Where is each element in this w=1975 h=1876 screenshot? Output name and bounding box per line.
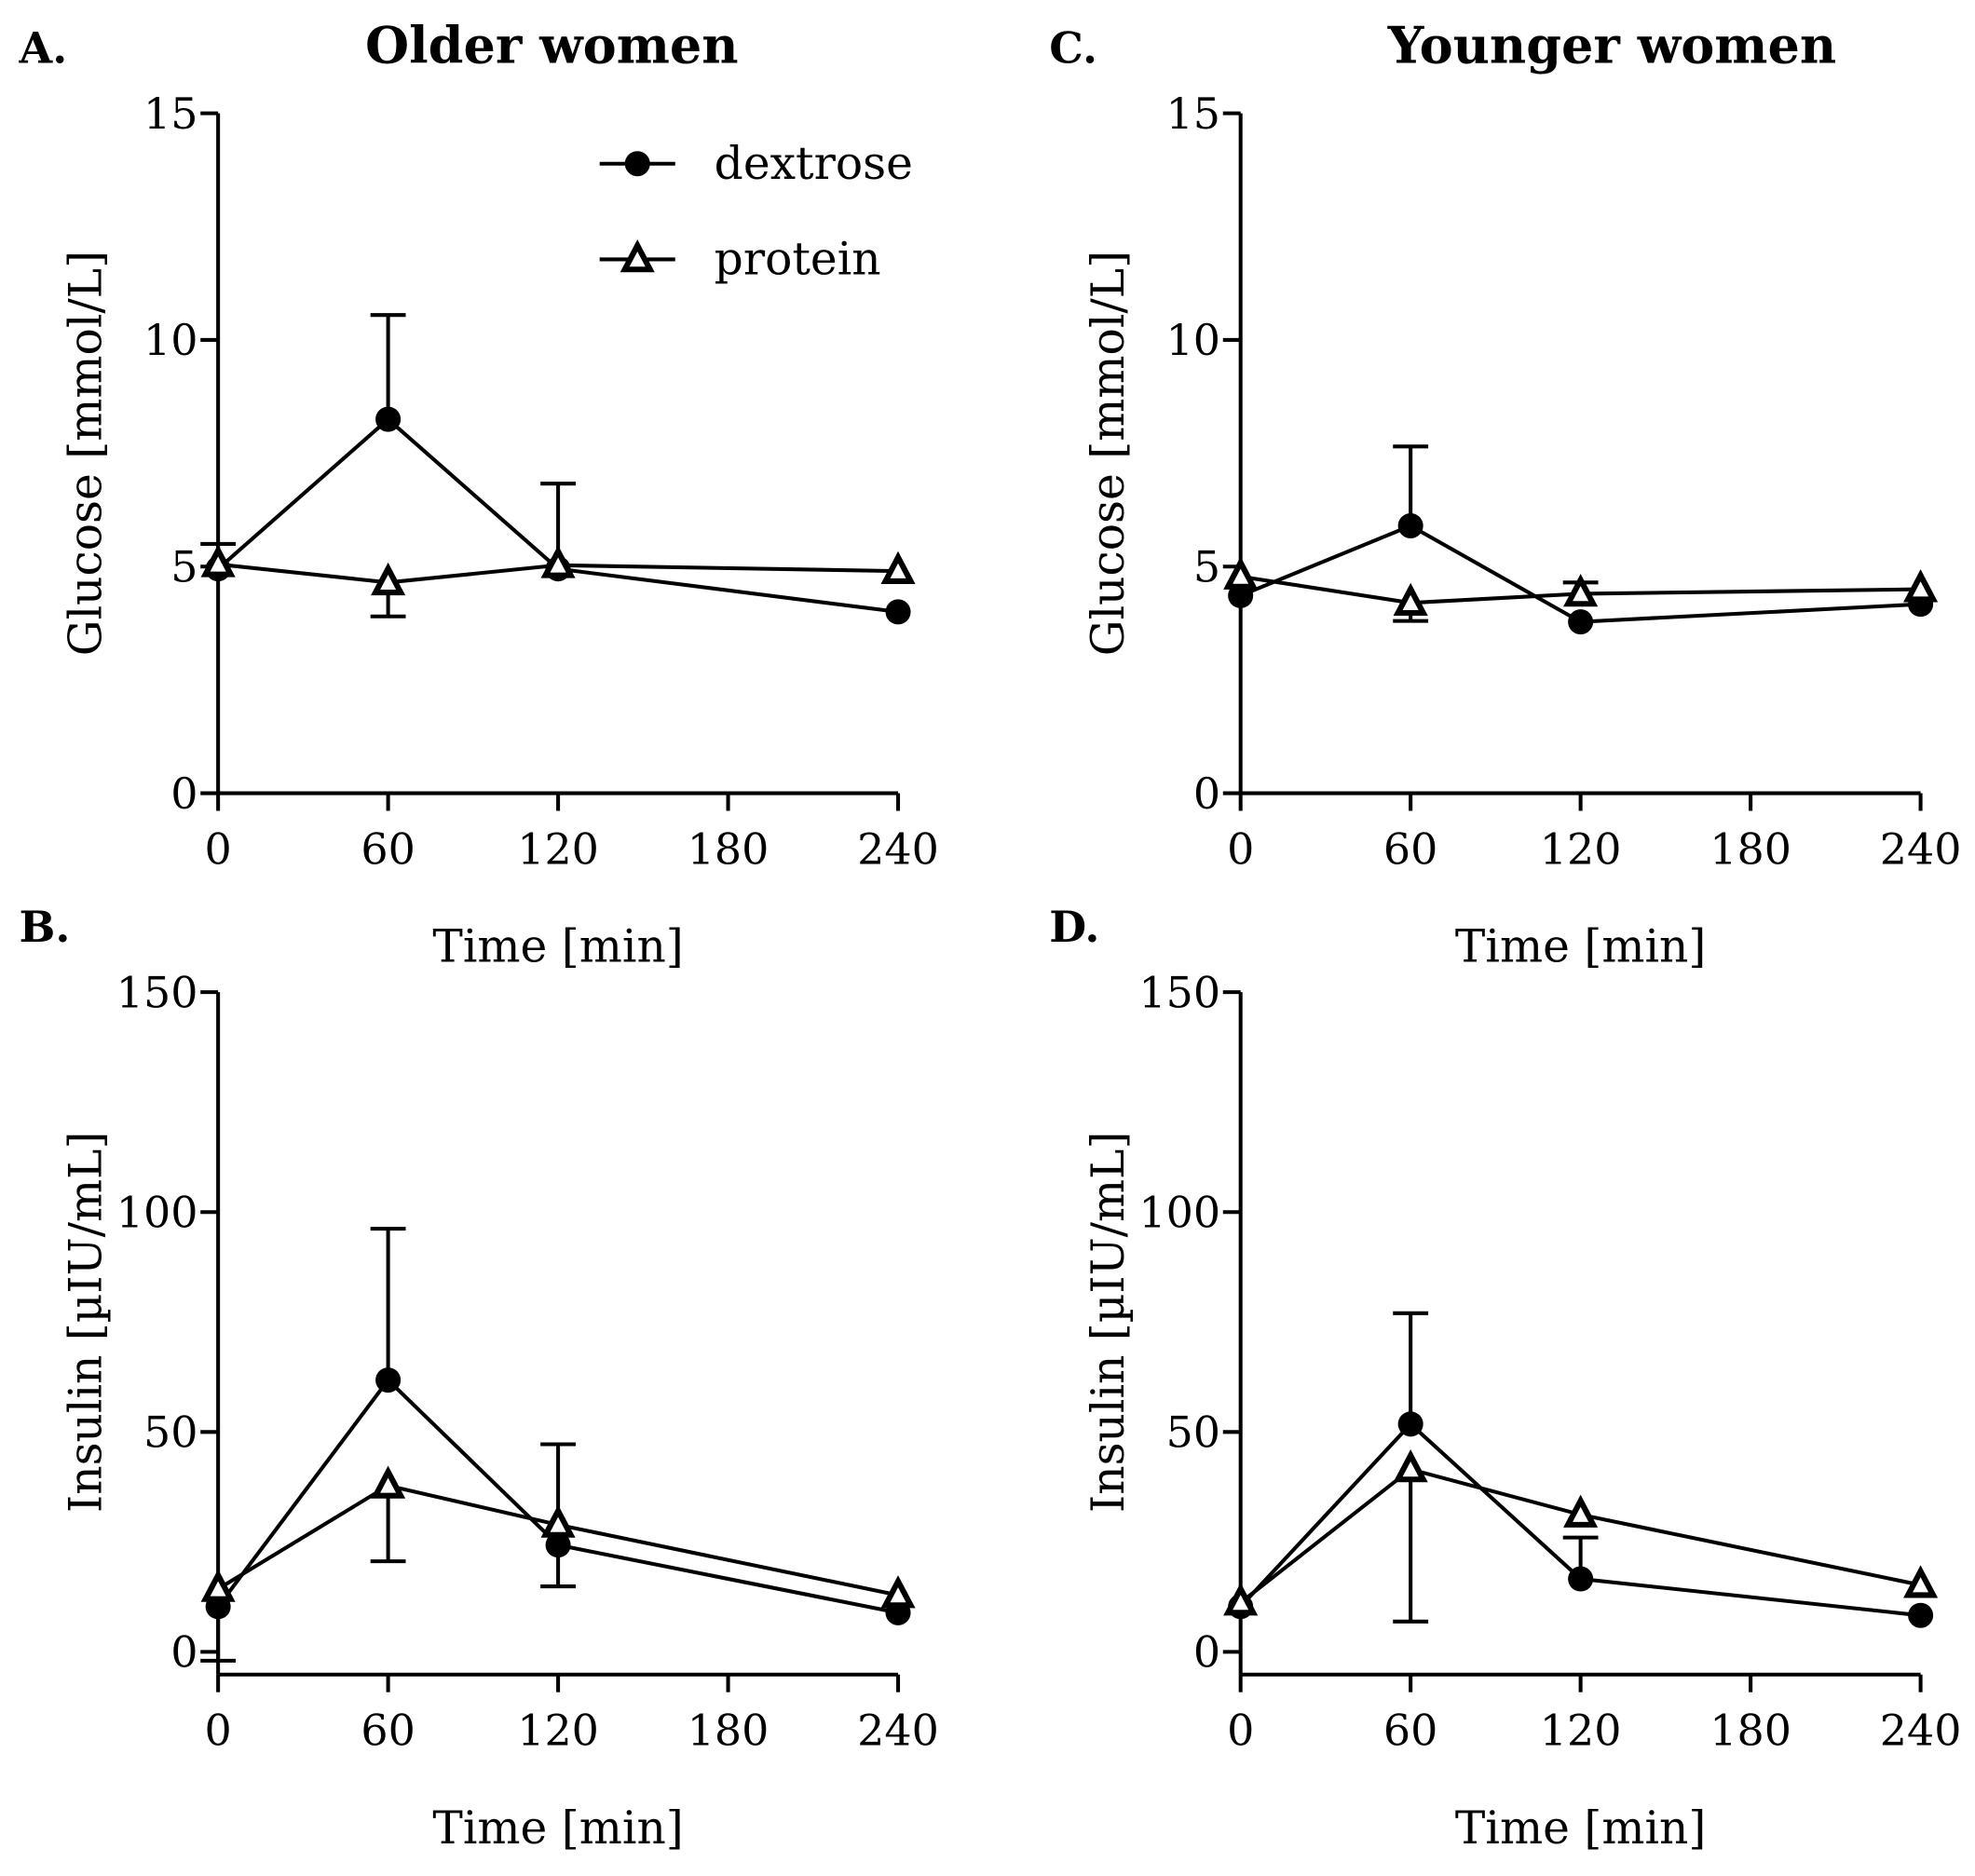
x-tick-label: 60 <box>361 823 415 874</box>
x-axis-label: Time [min] <box>432 921 683 973</box>
data-point-triangle <box>880 551 916 584</box>
data-point-triangle <box>1903 569 1939 603</box>
y-tick-label: 0 <box>1193 1627 1220 1678</box>
x-tick-label: 120 <box>517 823 599 874</box>
x-tick-label: 180 <box>1709 823 1791 874</box>
data-point-circle <box>1397 512 1423 538</box>
data-point-triangle <box>1563 1494 1599 1528</box>
data-point-triangle <box>1903 1565 1939 1598</box>
data-point-triangle <box>1563 574 1599 607</box>
y-tick-label: 100 <box>1138 1187 1220 1237</box>
y-tick-label: 10 <box>1166 315 1220 365</box>
series-line <box>1240 574 1921 605</box>
series-line <box>1239 1421 1921 1618</box>
data-point-triangle <box>371 562 406 596</box>
legend-marker-triangle <box>620 239 655 273</box>
series-line <box>217 1483 899 1597</box>
x-tick-label: 180 <box>1709 1705 1791 1755</box>
data-point-triangle <box>1223 1583 1259 1616</box>
data-point-triangle <box>880 1575 916 1609</box>
data-point-circle <box>885 599 911 625</box>
y-tick-label: 0 <box>1193 768 1220 819</box>
y-tick-label: 0 <box>170 768 198 819</box>
y-tick-label: 50 <box>1166 1407 1220 1458</box>
x-tick-label: 0 <box>1227 823 1254 874</box>
legend-label: dextrose <box>715 138 913 190</box>
series-protein <box>1223 556 1939 623</box>
x-tick-label: 60 <box>1383 823 1437 874</box>
panel-label: B. <box>20 902 71 952</box>
x-tick-label: 0 <box>205 823 232 874</box>
series-line <box>216 416 899 614</box>
panel-label: C. <box>1049 23 1097 74</box>
panel-b: B. 0 50 100 150 Insulin [µIU/mL] 0 60 120 180 240 T… <box>20 902 939 1855</box>
series-protein <box>1223 1449 1939 1624</box>
x-tick-label: 0 <box>205 1705 232 1755</box>
x-tick-label: 240 <box>857 1705 939 1755</box>
x-tick-label: 0 <box>1227 1705 1254 1755</box>
y-tick-label: 150 <box>1138 967 1220 1017</box>
x-tick-label: 180 <box>688 823 770 874</box>
legend: dextrose protein <box>599 138 913 286</box>
y-tick-label: 0 <box>170 1627 198 1678</box>
x-tick-label: 240 <box>857 823 939 874</box>
y-axis-label: Glucose [mmol/L] <box>1083 251 1135 656</box>
x-axis-label: Time [min] <box>1455 1802 1706 1855</box>
x-tick-label: 60 <box>1383 1705 1437 1755</box>
series-protein <box>200 1465 916 1609</box>
data-point-triangle <box>200 544 236 578</box>
y-axis-label: Glucose [mmol/L] <box>60 251 112 656</box>
y-axis-label: Insulin [µIU/mL] <box>1083 1132 1135 1513</box>
data-point-circle <box>1908 1602 1934 1628</box>
data-point-triangle <box>1223 556 1259 590</box>
panel-c: C. Younger women 0 5 10 15 Glucose [mmol/L] 0 60… <box>1049 16 1961 973</box>
x-tick-label: 180 <box>688 1705 770 1755</box>
data-point-triangle <box>540 545 576 578</box>
x-tick-label: 240 <box>1880 823 1962 874</box>
y-tick-label: 5 <box>170 541 198 591</box>
legend-label: protein <box>715 234 881 286</box>
x-axis-label: Time [min] <box>1455 921 1706 973</box>
data-point-circle <box>375 406 402 432</box>
data-point-circle <box>1397 1411 1423 1437</box>
data-point-triangle <box>1393 582 1428 617</box>
series-protein <box>200 544 916 619</box>
data-point-circle <box>1568 1566 1594 1592</box>
series-line <box>216 1377 899 1615</box>
y-tick-label: 15 <box>143 88 198 139</box>
y-tick-label: 5 <box>1193 541 1220 591</box>
data-point-triangle <box>1393 1449 1428 1483</box>
x-tick-label: 120 <box>517 1705 599 1755</box>
legend-marker-circle <box>624 151 650 177</box>
series-line <box>1239 1467 1922 1605</box>
data-point-triangle <box>200 1569 236 1602</box>
x-axis-label: Time [min] <box>432 1802 683 1855</box>
series-line <box>217 562 899 585</box>
data-point-triangle <box>371 1465 406 1499</box>
panel-title: Older women <box>365 16 739 75</box>
y-tick-label: 15 <box>1166 88 1220 139</box>
series-dextrose <box>200 1227 911 1663</box>
series-dextrose <box>1228 1311 1934 1628</box>
panel-d: D. 0 50 100 150 Insulin [µIU/mL] 0 60 120 180 240 T… <box>1049 902 1961 1855</box>
y-tick-label: 100 <box>116 1187 198 1237</box>
series-line <box>1239 523 1921 624</box>
y-tick-label: 10 <box>143 315 198 365</box>
x-tick-label: 120 <box>1540 823 1622 874</box>
data-point-triangle <box>540 1504 576 1538</box>
x-tick-label: 60 <box>361 1705 415 1755</box>
series-dextrose <box>1228 444 1934 635</box>
y-tick-label: 150 <box>116 967 198 1017</box>
panel-a: A. Older women 0 5 10 15 Glucose [mmol/L] 0 60 12… <box>19 16 939 973</box>
panel-title: Younger women <box>1387 16 1836 75</box>
x-tick-label: 240 <box>1880 1705 1962 1755</box>
panel-label: A. <box>19 23 68 74</box>
data-point-circle <box>1568 609 1594 635</box>
panel-label: D. <box>1049 902 1099 952</box>
y-tick-label: 50 <box>143 1407 198 1458</box>
x-tick-label: 120 <box>1540 1705 1622 1755</box>
y-axis-label: Insulin [µIU/mL] <box>60 1132 112 1513</box>
data-point-circle <box>375 1367 402 1393</box>
